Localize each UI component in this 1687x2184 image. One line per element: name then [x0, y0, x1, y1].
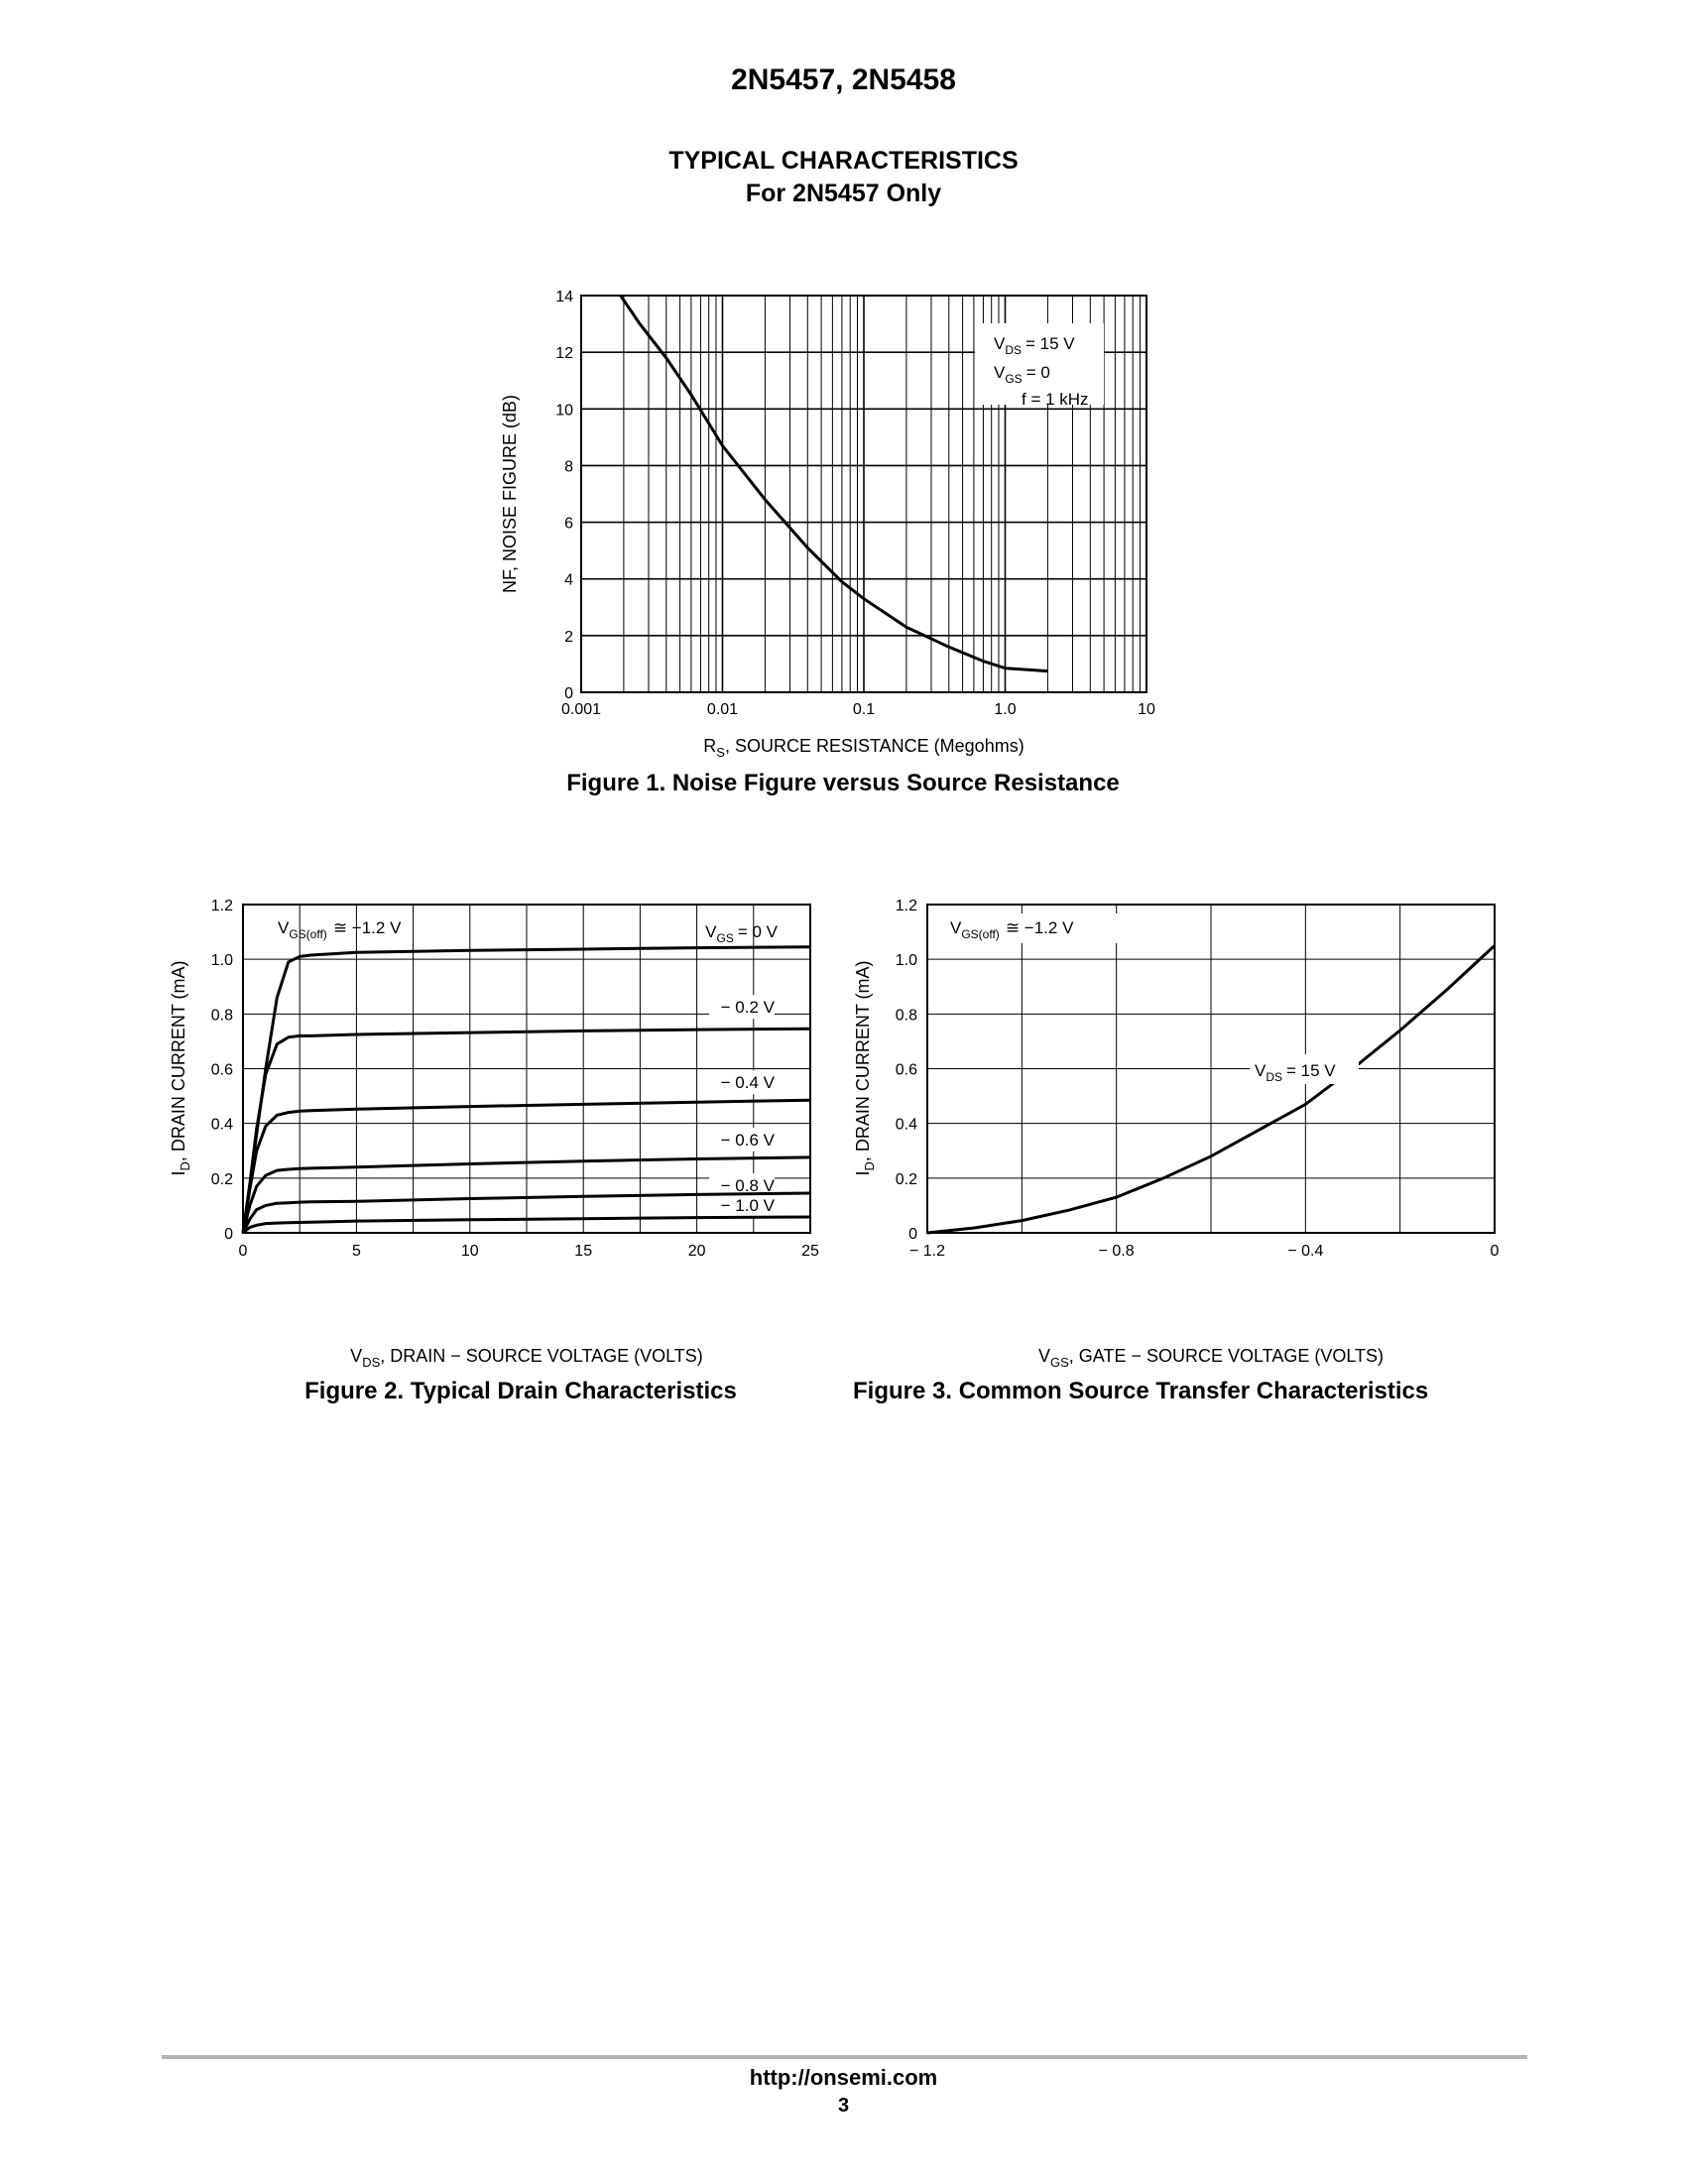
- figure1-conditions-box: VDS = 15 V VGS = 0 f = 1 kHz: [975, 323, 1104, 409]
- figure1-xlabel: RS, SOURCE RESISTANCE (Megohms): [703, 736, 1024, 760]
- figure1-xtick-label: 1.0: [994, 701, 1016, 718]
- page-number: 3: [837, 2095, 850, 2117]
- section-subtitle: For 2N5457 Only: [745, 180, 942, 207]
- figure2-curve-label: − 0.2 V: [721, 998, 776, 1017]
- figure2-curves: [241, 945, 811, 1235]
- figure1-ytick-label: 4: [564, 572, 573, 589]
- figure3-ylabel: ID, DRAIN CURRENT (mA): [853, 960, 877, 1175]
- figure2-plot-frame: [242, 904, 811, 1234]
- figure2-xlabel: VDS, DRAIN − SOURCE VOLTAGE (VOLTS): [350, 1346, 703, 1370]
- figure3-xtick-label: 0: [1491, 1243, 1500, 1260]
- figure2-xtick-label: 25: [801, 1243, 819, 1260]
- figure3-chart: 00.20.40.60.81.01.2− 1.2− 0.8− 0.4 0 VGS(…: [853, 898, 1500, 1370]
- figure2-xtick-label: 15: [574, 1243, 592, 1260]
- figure2-ytick-label: 0.6: [211, 1062, 233, 1079]
- figure1-ytick-label: 14: [555, 289, 573, 305]
- figure2-curve-label: − 0.4 V: [721, 1073, 776, 1092]
- figure1-ytick-label: 12: [555, 345, 573, 362]
- figure2-curve-label-bg: [709, 1127, 775, 1152]
- figure3-xtick-label: − 1.2: [909, 1243, 945, 1260]
- figure3-xlabel: VGS, GATE − SOURCE VOLTAGE (VOLTS): [1038, 1346, 1384, 1370]
- figure3-ytick-label: 0.4: [896, 1117, 917, 1134]
- figure2-xtick-label: 0: [239, 1243, 248, 1260]
- figure2-curve: [241, 1155, 811, 1234]
- figure1-grid: [580, 295, 1146, 693]
- figure1-ytick-label: 6: [564, 516, 573, 533]
- figure3-ytick-label: 1.0: [896, 952, 917, 969]
- figure1-ytick-label: 10: [555, 402, 573, 419]
- figure1-chart: VDS = 15 V VGS = 0 f = 1 kHz 0 2 4 6 8 10 12 14 0.…: [500, 289, 1155, 760]
- figure1-xtick-label: 0.01: [707, 701, 738, 718]
- figure3-ytick-label: 0.2: [896, 1171, 917, 1188]
- figure2-ticks: 0 0.2 0.4 0.6 0.8 1.0 1.2 0 5 10 15 20 25: [211, 898, 819, 1260]
- figure1-xtick-label: 0.001: [561, 701, 601, 718]
- figure2-xtick-label: 10: [461, 1243, 479, 1260]
- figure3-ytick-label: 1.2: [896, 898, 917, 914]
- figure1-ticks: 0 2 4 6 8 10 12 14 0.001 0.01 0.1 1.0 10: [555, 289, 1155, 718]
- figure3-xtick-label: − 0.4: [1287, 1243, 1323, 1260]
- figure2-ytick-label: 0.4: [211, 1117, 233, 1134]
- section-title: TYPICAL CHARACTERISTICS For 2N5457 Only: [0, 145, 1687, 210]
- figure2-curve: [241, 1098, 811, 1234]
- figure2-curve-label-bg: [709, 1193, 775, 1218]
- figure1-ytick-label: 0: [564, 685, 573, 702]
- figure2-curve: [241, 1027, 811, 1234]
- figure3-plot-frame: [926, 904, 1496, 1234]
- figure1-caption: Figure 1. Noise Figure versus Source Res…: [566, 770, 1120, 796]
- figure1-xtick-label: 10: [1138, 701, 1155, 718]
- figure3-ticks: 0 0.2 0.4 0.6 0.8 1.0 1.2 − 1.2 − 0.8 − 0.4 0: [896, 898, 1500, 1260]
- figure1-ytick-label: 2: [564, 629, 573, 646]
- figure2-ytick-label: 0.8: [211, 1007, 233, 1024]
- figure2-xtick-label: 20: [688, 1243, 706, 1260]
- figure3-grid: [926, 904, 1496, 1234]
- figure2-curve-label: − 0.8 V: [721, 1176, 776, 1195]
- figure2-curve-label: − 1.0 V: [721, 1196, 776, 1215]
- figure3-label-bg: [944, 913, 1143, 943]
- figure2-curve-label-bg: [709, 1070, 775, 1095]
- figure1-ytick-label: 8: [564, 458, 573, 475]
- figure1-cond-freq: f = 1 kHz: [1022, 390, 1089, 409]
- figure1-cond-vds: VDS = 15 V: [994, 334, 1075, 357]
- figure3-caption: Figure 3. Common Source Transfer Charact…: [853, 1378, 1429, 1404]
- footer-url-link[interactable]: http://onsemi.com: [749, 2065, 938, 2090]
- figure2-curve: [241, 1191, 811, 1234]
- figure2-ytick-label: 1.2: [211, 898, 233, 914]
- figure2-ylabel: ID, DRAIN CURRENT (mA): [169, 960, 192, 1175]
- figure2-curve-label: VGS = 0 V: [705, 922, 779, 945]
- figure3-ytick-label: 0: [908, 1226, 917, 1243]
- footer-divider: [162, 2055, 1527, 2059]
- part-numbers-title: 2N5457, 2N5458: [731, 63, 956, 96]
- figure1-plot-frame: [580, 295, 1147, 693]
- figure3-xtick-label: − 0.8: [1099, 1243, 1135, 1260]
- figure2-chart: VGS = 0 V − 0.2 V − 0.4 V − 0.6 V − 0.8 V− 1.…: [169, 898, 819, 1370]
- section-title-line: TYPICAL CHARACTERISTICS: [668, 147, 1019, 175]
- figure2-curve-label-bg: [709, 995, 775, 1020]
- figure2-ytick-label: 1.0: [211, 952, 233, 969]
- figure2-caption: Figure 2. Typical Drain Characteristics: [304, 1378, 737, 1404]
- figure2-curve: [242, 1215, 811, 1235]
- figure2-xtick-label: 5: [352, 1243, 361, 1260]
- figure2-curve-labels: VGS = 0 V − 0.2 V − 0.4 V − 0.6 V − 0.8 V− 1.…: [705, 922, 779, 1218]
- figure2-ytick-label: 0.2: [211, 1171, 233, 1188]
- figure2-vgsoff-label: VGS(off) ≅ −1.2 V: [278, 918, 402, 941]
- figure3-ytick-label: 0.8: [896, 1007, 917, 1024]
- figure3-ytick-label: 0.6: [896, 1062, 917, 1079]
- figure2-ytick-label: 0: [224, 1226, 233, 1243]
- figure1-ylabel: NF, NOISE FIGURE (dB): [500, 395, 520, 593]
- figure1-xtick-label: 0.1: [853, 701, 875, 718]
- figure2-curve-label: − 0.6 V: [721, 1131, 776, 1150]
- figure3-vds-label-bg: [1250, 1054, 1359, 1084]
- figure1-nf-curve: [619, 295, 1048, 673]
- figure3-transfer-curve: [926, 944, 1497, 1235]
